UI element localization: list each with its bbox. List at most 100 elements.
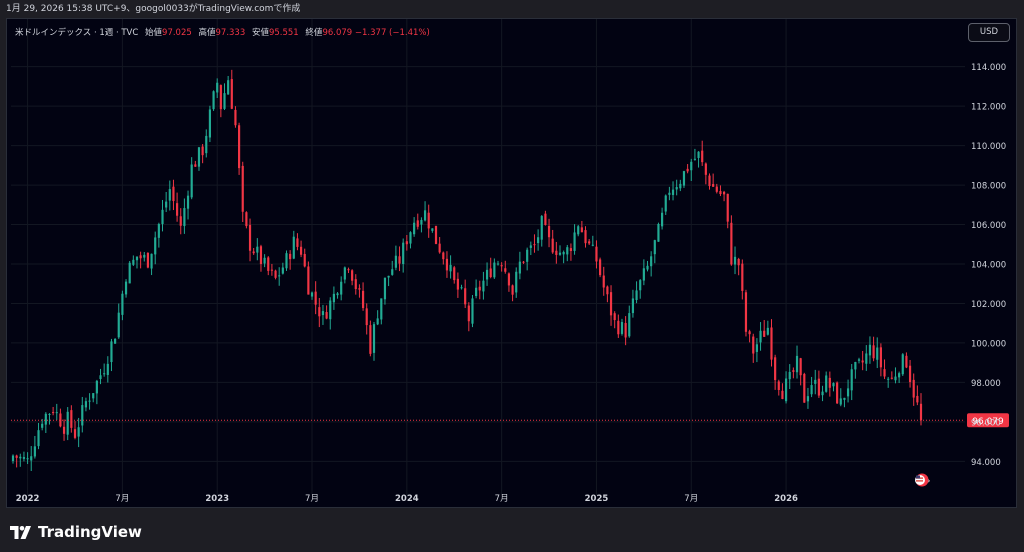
candle-up [558,252,562,255]
candle-up [394,255,397,268]
candle-up [332,293,335,303]
candle-up [810,385,813,395]
candle-down [555,250,558,255]
candle-down [584,230,587,244]
candle-up [278,275,281,277]
candle-up [660,212,664,227]
candle-down [70,410,73,428]
candle-down [803,373,806,403]
candle-up [110,341,113,363]
candle-down [172,186,175,202]
candle-down [347,269,350,271]
candle-down [179,216,182,226]
currency-button[interactable]: USD [968,23,1010,42]
candle-up [37,430,40,447]
candle-down [194,164,197,167]
candle-up [55,412,58,414]
open-label: 始値 [145,28,163,38]
candle-up [460,287,463,289]
candle-up [95,380,98,394]
candle-down [781,390,784,399]
candle-up [876,347,879,360]
footer: TradingView [0,508,1024,552]
candle-up [894,376,897,381]
candle-down [905,355,908,368]
candle-down [522,261,525,263]
candle-up [620,322,624,334]
candle-up [161,209,164,225]
candle-down [507,273,511,286]
candle-down [883,369,886,377]
candle-up [124,281,128,295]
candle-down [730,222,733,265]
candle-up [671,189,675,195]
symbol-name[interactable]: 米ドルインデックス · 1週 · TVC [15,28,139,38]
candle-up [537,237,540,244]
candle-up [343,267,346,280]
candle-down [774,357,777,381]
candle-down [792,370,795,372]
candle-up [664,195,667,212]
candle-up [485,269,489,280]
candle-up [205,135,208,154]
candle-up [114,338,117,344]
candle-down [307,266,310,295]
candle-up [832,383,835,387]
candle-up [766,327,769,335]
candle-up [208,109,212,138]
candle-down [547,226,551,238]
candle-up [526,249,529,262]
candle-down [73,429,77,438]
candlestick-chart[interactable]: 96.079 94.000 96.000 98.000 100.000 102.000 1… [7,19,1016,507]
candle-up [321,311,325,316]
candle-up [391,269,394,275]
candle-up [132,259,135,265]
candle-up [449,264,452,272]
candles [11,69,923,472]
candle-down [445,258,449,271]
us-flag-icon[interactable]: › [915,473,931,487]
candle-up [223,93,226,109]
candle-down [230,79,233,109]
time-axis: 2022 7月 2023 7月 2024 7月 2025 7月 2026 [16,494,798,504]
candle-down [817,378,820,396]
candle-up [263,257,266,264]
candle-down [361,290,365,309]
candle-up [409,232,412,244]
y-tick-label: 102.000 [971,300,1006,310]
candle-down [139,255,142,259]
candle-up [577,226,580,235]
candle-up [518,261,521,274]
candle-up [431,228,434,231]
candle-down [770,327,773,360]
candle-up [682,171,686,186]
candle-up [26,458,29,460]
tradingview-logo[interactable]: TradingView [10,523,142,541]
chart-area[interactable]: 96.079 94.000 96.000 98.000 100.000 102.000 1… [6,18,1017,508]
candle-up [216,82,219,93]
candle-up [44,413,47,425]
x-tick-label: 7月 [115,494,129,504]
candle-up [329,300,332,320]
candle-down [595,246,598,262]
candle-up [186,195,190,209]
candle-up [387,275,390,278]
candle-up [515,271,518,293]
chart-caption: 1月 29, 2026 15:38 UTC+9、googol0033がTradi… [0,0,1024,18]
grid-lines [11,19,965,495]
candle-down [259,246,263,265]
candle-down [248,224,252,251]
brand-name: TradingView [38,523,142,541]
candle-up [898,373,901,378]
candle-up [190,164,193,198]
candle-down [303,253,306,267]
candle-down [704,163,707,175]
candle-up [642,268,645,281]
candle-up [825,375,828,392]
candle-down [252,251,255,254]
candle-up [30,456,33,461]
candle-down [744,292,748,332]
candle-up [675,187,678,190]
candle-down [879,347,882,368]
candle-down [365,308,368,326]
